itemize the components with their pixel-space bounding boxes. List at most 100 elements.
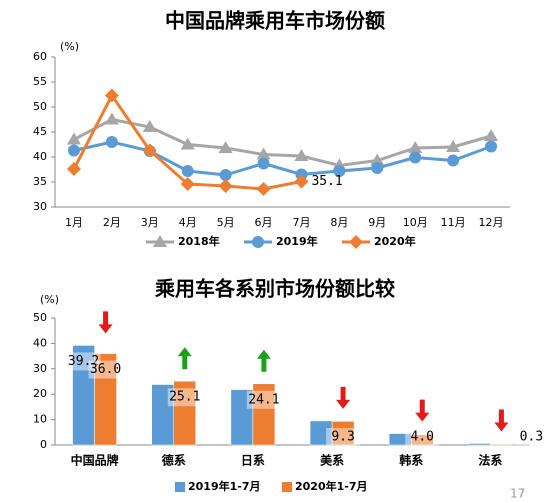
marker xyxy=(485,140,498,153)
series-line xyxy=(73,140,492,177)
x-tick-label: 中国品牌 xyxy=(71,453,119,468)
marker xyxy=(67,144,80,157)
bar xyxy=(468,443,491,446)
trend-arrow xyxy=(494,409,509,432)
x-tick-label: 美系 xyxy=(320,453,344,468)
data-label: 36.0 xyxy=(90,362,121,377)
marker xyxy=(409,151,422,164)
y-tick-label: 35 xyxy=(33,175,47,188)
marker xyxy=(370,153,385,166)
bar xyxy=(490,443,513,446)
label-box xyxy=(326,428,361,446)
marker xyxy=(66,162,81,176)
legend-swatch xyxy=(175,482,185,492)
label-box xyxy=(66,352,101,371)
data-label: 25.1 xyxy=(169,390,200,405)
marker xyxy=(180,177,195,191)
x-tick-label: 韩系 xyxy=(399,453,423,468)
bar xyxy=(94,353,117,446)
y-tick-label: 50 xyxy=(33,311,47,324)
data-label: 0.3 xyxy=(520,430,543,445)
y-tick-label: 50 xyxy=(33,100,47,113)
data-label: 39.2 xyxy=(68,354,99,369)
unit-label: (%) xyxy=(40,293,59,306)
marker xyxy=(294,149,309,161)
y-tick-label: 20 xyxy=(33,387,47,400)
label-box xyxy=(514,428,549,446)
trend-arrow xyxy=(256,349,271,372)
marker xyxy=(105,136,118,148)
y-tick-label: 40 xyxy=(33,336,47,349)
legend-label: 2020年 xyxy=(374,234,416,248)
legend-label: 2020年1-7月 xyxy=(295,479,368,493)
trend-arrow xyxy=(177,347,192,370)
marker xyxy=(219,169,232,181)
marker xyxy=(218,141,233,153)
x-tick-label: 11月 xyxy=(441,216,466,229)
label-box xyxy=(246,390,281,409)
marker xyxy=(252,236,264,248)
trend-arrow xyxy=(415,399,430,422)
x-tick-label: 2月 xyxy=(103,216,121,229)
marker xyxy=(447,154,460,167)
x-tick-label: 3月 xyxy=(141,216,159,229)
marker xyxy=(257,157,270,170)
unit-label: (%) xyxy=(60,40,79,53)
x-tick-label: 10月 xyxy=(403,216,428,229)
marker xyxy=(333,165,346,177)
marker xyxy=(66,132,81,145)
x-tick-label: 1月 xyxy=(65,216,83,229)
marker xyxy=(484,129,499,141)
x-tick-label: 德系 xyxy=(162,453,186,468)
x-tick-label: 9月 xyxy=(368,216,386,229)
marker xyxy=(142,143,157,158)
marker xyxy=(371,162,384,174)
marker xyxy=(104,88,119,103)
marker xyxy=(294,174,309,189)
data-label: 35.1 xyxy=(311,174,342,189)
label-box xyxy=(88,360,123,379)
legend-label: 2019年1-7月 xyxy=(188,479,261,493)
series-line xyxy=(73,117,492,168)
marker xyxy=(180,137,195,150)
marker xyxy=(218,179,233,193)
y-tick-label: 10 xyxy=(33,413,47,426)
marker xyxy=(153,235,167,247)
y-tick-label: 60 xyxy=(33,50,47,63)
marker xyxy=(256,147,271,160)
marker xyxy=(256,182,271,196)
trend-arrow xyxy=(336,386,351,409)
label-box xyxy=(167,388,202,407)
bar xyxy=(252,383,276,446)
x-tick-label: 4月 xyxy=(179,216,197,229)
x-tick-label: 法系 xyxy=(478,453,502,468)
legend-swatch xyxy=(282,482,292,492)
y-tick-label: 30 xyxy=(33,200,47,213)
label-box xyxy=(405,428,440,446)
trend-arrow xyxy=(98,311,113,334)
marker xyxy=(408,141,423,153)
x-tick-label: 8月 xyxy=(330,216,348,229)
legend-label: 2019年 xyxy=(276,234,318,248)
marker xyxy=(349,235,363,249)
marker xyxy=(446,140,461,152)
x-tick-label: 日系 xyxy=(241,453,265,468)
page-number: 17 xyxy=(510,487,525,501)
bar xyxy=(411,434,434,446)
y-tick-label: 40 xyxy=(33,150,47,163)
chart-title: 乘用车各系别市场份额比较 xyxy=(154,277,395,301)
legend-label: 2018年 xyxy=(178,234,220,248)
x-tick-label: 7月 xyxy=(292,216,310,229)
x-tick-label: 12月 xyxy=(479,216,504,229)
marker xyxy=(142,120,157,132)
y-tick-label: 0 xyxy=(40,438,47,451)
data-label: 24.1 xyxy=(248,392,279,407)
x-tick-label: 5月 xyxy=(217,216,235,229)
marker xyxy=(104,112,119,125)
y-tick-label: 30 xyxy=(33,362,47,375)
y-tick-label: 55 xyxy=(33,75,47,88)
chart-title: 中国品牌乘用车市场份额 xyxy=(165,9,385,33)
data-label: 4.0 xyxy=(411,430,434,445)
bar xyxy=(331,421,355,446)
